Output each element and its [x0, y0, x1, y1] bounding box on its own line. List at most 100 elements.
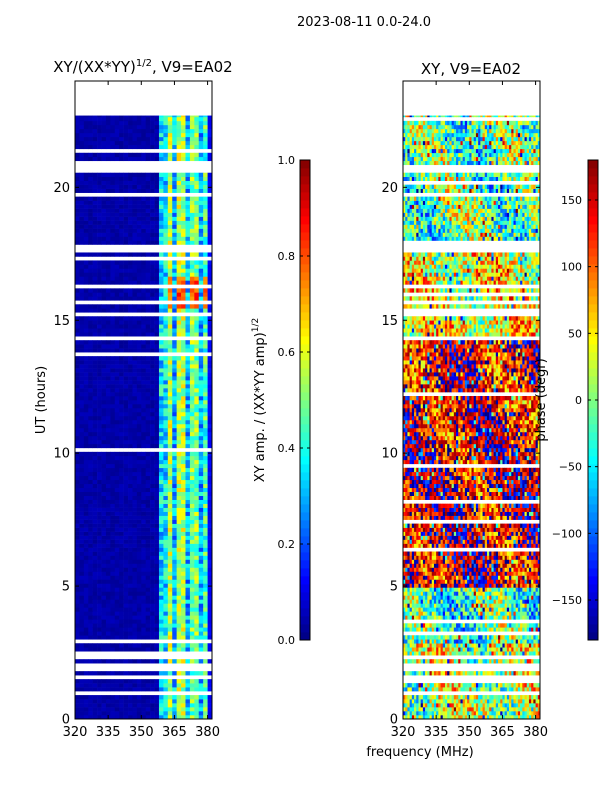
- amplitude-cell: [119, 491, 124, 496]
- amplitude-cell: [83, 124, 89, 130]
- phase-cell: [506, 643, 510, 648]
- amplitude-cell: [185, 252, 191, 257]
- amplitude-cell: [101, 124, 107, 130]
- amplitude-cell: [110, 396, 116, 401]
- amplitude-cell: [189, 479, 195, 485]
- amplitude-cell: [198, 204, 204, 209]
- amplitude-cell: [92, 332, 98, 337]
- amplitude-cell: [114, 268, 120, 273]
- amplitude-cell: [105, 595, 111, 600]
- amplitude-cell: [83, 396, 89, 401]
- amplitude-cell: [176, 348, 182, 353]
- amplitude-cell: [97, 176, 102, 181]
- amplitude-cell: [203, 360, 208, 365]
- phase-cell: [422, 671, 426, 676]
- amplitude-cell: [181, 519, 186, 524]
- amplitude-cell: [105, 555, 111, 560]
- phase-cell: [414, 707, 417, 712]
- amplitude-cell: [207, 431, 213, 437]
- amplitude-cell: [128, 451, 133, 457]
- amplitude-cell: [136, 459, 142, 465]
- amplitude-cell: [123, 455, 129, 461]
- amplitude-cell: [167, 423, 173, 429]
- amplitude-cell: [105, 115, 111, 118]
- amplitude-cell: [150, 236, 155, 241]
- amplitude-cell: [189, 120, 195, 126]
- amplitude-cell: [203, 487, 208, 493]
- phase-cell: [498, 651, 501, 656]
- amplitude-cell: [88, 511, 93, 516]
- amplitude-cell: [154, 316, 160, 321]
- phase-cell: [471, 671, 475, 676]
- amplitude-cell: [176, 180, 182, 185]
- phase-cell: [524, 671, 528, 676]
- amplitude-cell: [158, 567, 164, 572]
- amplitude-cell: [141, 455, 147, 461]
- amplitude-cell: [181, 220, 186, 225]
- amplitude-cell: [119, 368, 124, 373]
- amplitude-cell: [83, 332, 89, 337]
- amplitude-cell: [203, 443, 208, 449]
- amplitude-cell: [141, 296, 147, 301]
- amplitude-cell: [105, 475, 111, 481]
- phase-cell: [436, 699, 439, 704]
- amplitude-cell: [203, 611, 208, 616]
- amplitude-cell: [207, 563, 213, 568]
- amplitude-cell: [207, 531, 213, 536]
- amplitude-cell: [92, 539, 98, 544]
- amplitude-cell: [128, 527, 133, 532]
- amplitude-cell: [167, 152, 173, 158]
- amplitude-cell: [172, 172, 177, 177]
- amplitude-cell: [92, 443, 98, 449]
- amplitude-cell: [154, 679, 160, 684]
- amplitude-cell: [198, 511, 204, 516]
- amplitude-cell: [158, 631, 164, 636]
- amplitude-cell: [97, 707, 102, 712]
- phase-cell: [509, 687, 512, 692]
- amplitude-cell: [203, 304, 208, 309]
- amplitude-cell: [203, 320, 208, 325]
- phase-cell: [451, 643, 455, 648]
- phase-cell: [520, 671, 523, 676]
- amplitude-cell: [114, 631, 120, 636]
- amplitude-cell: [141, 671, 147, 676]
- amplitude-cell: [167, 623, 173, 628]
- amplitude-cell: [203, 531, 208, 536]
- amplitude-cell: [101, 368, 107, 373]
- amplitude-cell: [207, 535, 213, 540]
- phase-cell: [442, 671, 446, 676]
- amplitude-cell: [136, 687, 142, 692]
- amplitude-cell: [88, 563, 93, 568]
- phase-cell: [449, 683, 452, 688]
- colorbar-segment: [300, 304, 310, 313]
- amplitude-cell: [105, 196, 111, 201]
- amplitude-cell: [79, 328, 85, 333]
- amplitude-cell: [203, 695, 208, 700]
- amplitude-cell: [88, 368, 93, 373]
- amplitude-cell: [132, 483, 138, 489]
- amplitude-cell: [163, 579, 169, 584]
- phase-cell: [493, 695, 497, 700]
- amplitude-cell: [150, 551, 155, 556]
- y-tick-label: 20: [53, 181, 70, 196]
- phase-cell: [522, 659, 525, 664]
- amplitude-cell: [163, 116, 169, 122]
- amplitude-cell: [207, 511, 213, 516]
- amplitude-cell: [154, 272, 160, 277]
- amplitude-cell: [181, 128, 186, 134]
- amplitude-cell: [150, 687, 155, 692]
- amplitude-cell: [79, 396, 85, 401]
- phase-cell: [409, 651, 413, 656]
- amplitude-cell: [158, 407, 164, 413]
- amplitude-cell: [88, 224, 93, 229]
- amplitude-cell: [92, 152, 98, 158]
- amplitude-cell: [203, 364, 208, 369]
- amplitude-cell: [88, 443, 93, 449]
- amplitude-cell: [207, 479, 213, 485]
- amplitude-cell: [88, 116, 93, 122]
- amplitude-cell: [110, 372, 116, 377]
- phase-cell: [506, 699, 510, 704]
- amplitude-cell: [207, 687, 213, 692]
- colorbar-segment: [300, 528, 310, 537]
- amplitude-cell: [110, 419, 116, 425]
